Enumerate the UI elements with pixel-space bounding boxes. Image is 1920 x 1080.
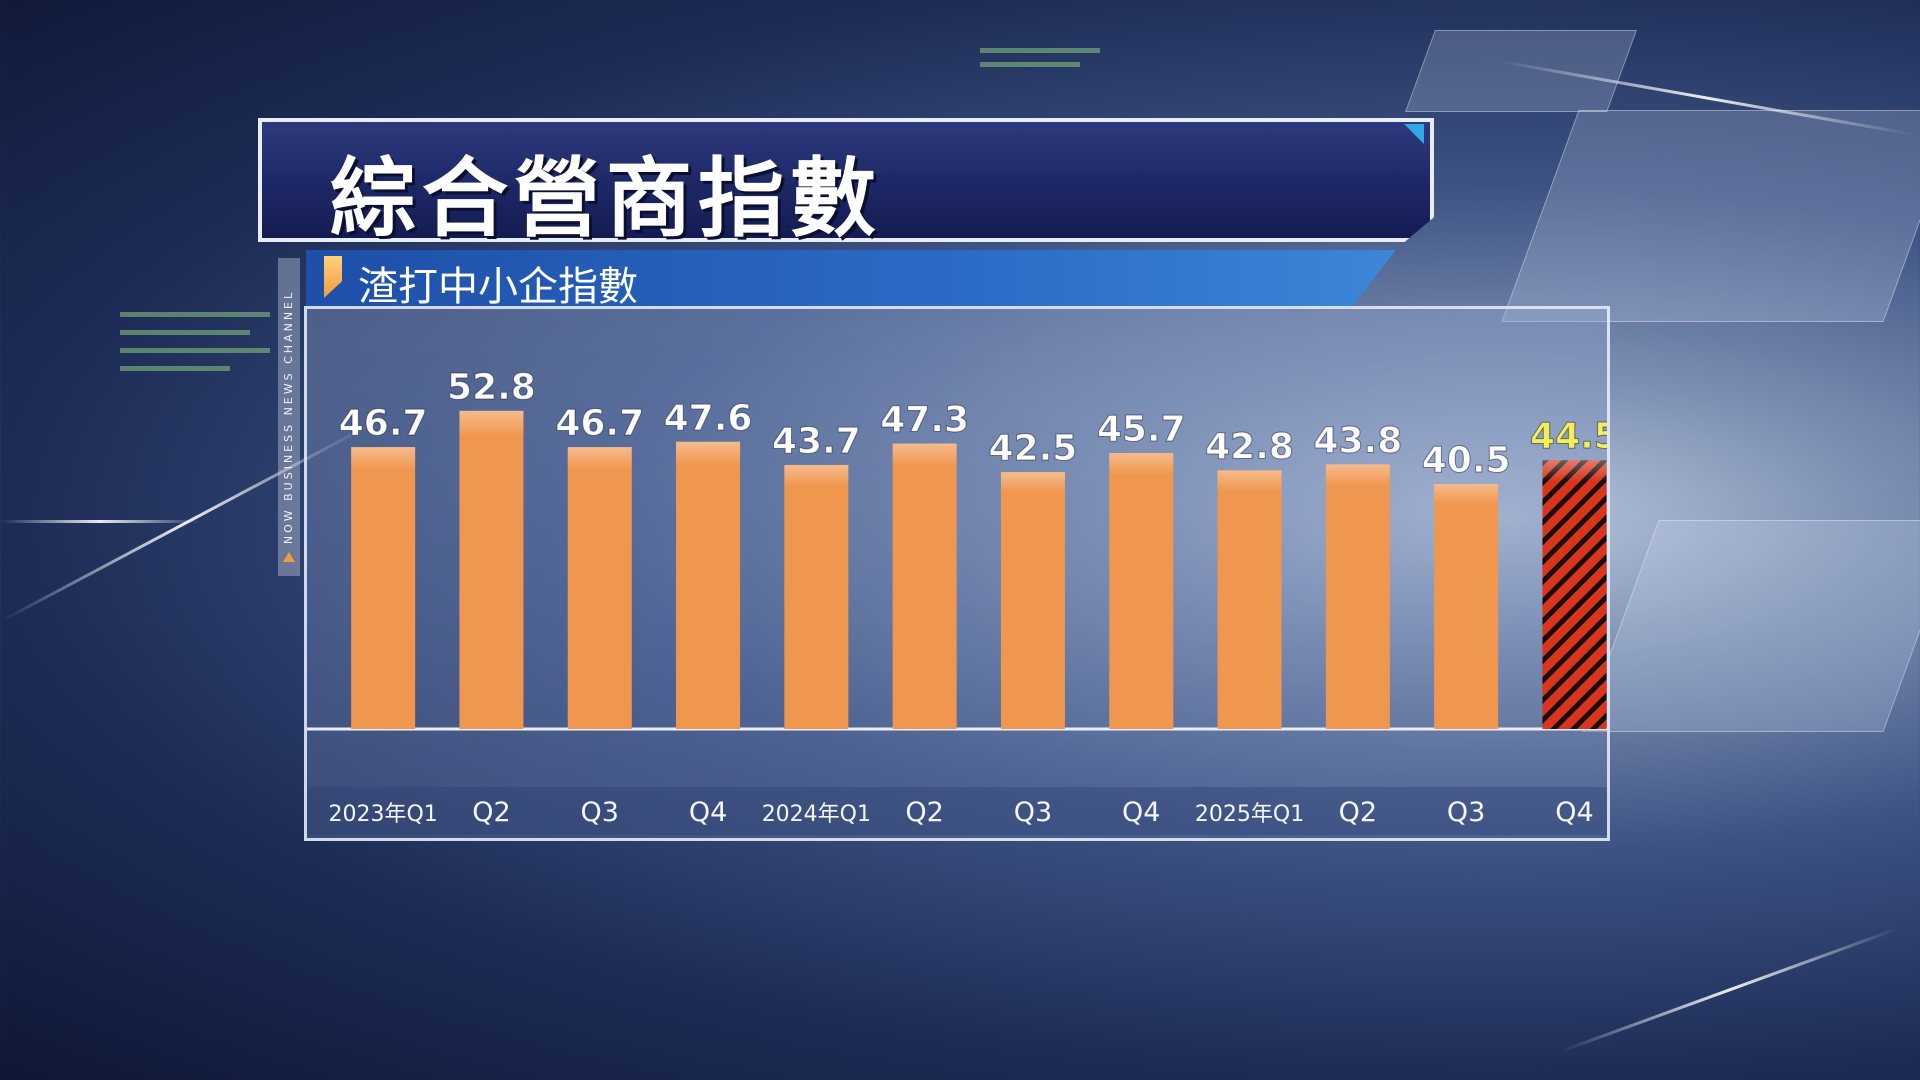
bar-shading xyxy=(1325,464,1390,729)
bar-shading xyxy=(892,443,957,729)
background-panel xyxy=(1581,520,1920,732)
bar-value-label: 45.7 xyxy=(1097,409,1186,450)
background-data-strip xyxy=(980,62,1080,67)
bar-shading xyxy=(1217,470,1282,729)
chart-panel: 46.7 52.8 46.7 47.6 43.7 47.3 42.5 45.7 42.8 43.8… xyxy=(304,306,1610,841)
arrow-up-icon xyxy=(283,552,295,562)
bar-value-label: 42.8 xyxy=(1205,426,1294,467)
background-data-strip xyxy=(120,330,250,335)
channel-tag-label: NOW BUSINESS NEWS CHANNEL xyxy=(282,289,295,545)
bar-shading xyxy=(1434,484,1499,729)
chart-subtitle: 渣打中小企指數 xyxy=(358,264,638,310)
x-tick-label: Q4 xyxy=(1555,797,1593,828)
channel-tag: NOW BUSINESS NEWS CHANNEL xyxy=(278,258,300,576)
background-panel xyxy=(1405,30,1637,112)
x-tick-label: Q3 xyxy=(581,797,619,828)
bar-shading xyxy=(1109,453,1174,729)
page-title: 綜合營商指數 xyxy=(330,149,882,249)
bar-chart: 46.7 52.8 46.7 47.6 43.7 47.3 42.5 45.7 42.8 43.8… xyxy=(307,366,1607,828)
x-tick-label: Q4 xyxy=(689,797,727,828)
x-tick-label: 2024年Q1 xyxy=(762,802,871,827)
bar-value-label: 44.5 xyxy=(1530,416,1607,457)
x-tick-label: Q3 xyxy=(1014,797,1052,828)
bookmark-icon xyxy=(324,256,342,298)
subtitle-bar: 渣打中小企指數 xyxy=(306,250,1396,306)
bar-shading xyxy=(459,410,524,729)
bar-shading xyxy=(1542,460,1607,729)
background-data-strip xyxy=(120,348,270,353)
title-bar: 綜合營商指數 xyxy=(258,118,1434,242)
background-data-strip xyxy=(980,48,1100,53)
x-tick-label: 2025年Q1 xyxy=(1195,802,1304,827)
bar-value-label: 46.7 xyxy=(555,403,644,444)
bar-value-label: 42.5 xyxy=(989,428,1078,469)
bar-value-label: 47.3 xyxy=(880,400,969,441)
bar-value-label: 40.5 xyxy=(1422,440,1511,481)
x-tick-label: Q2 xyxy=(1339,797,1377,828)
x-tick-label: Q2 xyxy=(472,797,510,828)
background-light-streak xyxy=(0,520,200,523)
bar-value-label: 43.8 xyxy=(1313,420,1402,461)
background-data-strip xyxy=(120,366,230,371)
bar-shading xyxy=(1000,472,1065,729)
corner-accent-icon xyxy=(1404,124,1424,144)
x-tick-label: Q2 xyxy=(905,797,943,828)
background-panel xyxy=(1501,110,1920,322)
bar-shading xyxy=(567,447,632,729)
bar-value-label: 52.8 xyxy=(447,367,536,408)
bar-value-label: 47.6 xyxy=(664,398,753,439)
bar-value-label: 46.7 xyxy=(339,403,428,444)
x-axis-band xyxy=(307,787,1607,835)
x-tick-label: Q4 xyxy=(1122,797,1160,828)
x-tick-label: 2023年Q1 xyxy=(328,802,437,827)
x-tick-label: Q3 xyxy=(1447,797,1485,828)
bar-shading xyxy=(784,464,849,729)
bar-value-label: 43.7 xyxy=(772,421,861,462)
bar-shading xyxy=(351,447,416,729)
background-light-streak xyxy=(1560,926,1900,1053)
bar-shading xyxy=(676,441,741,729)
background-data-strip xyxy=(120,312,270,317)
